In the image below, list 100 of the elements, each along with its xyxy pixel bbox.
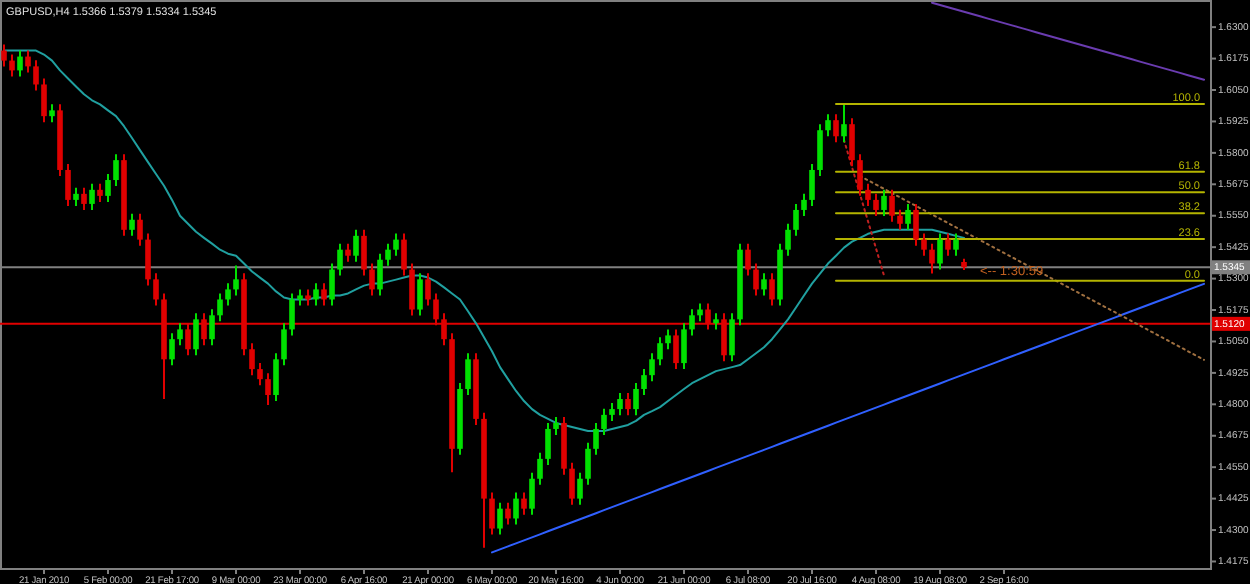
candlestick (17, 49, 23, 78)
candlestick (529, 471, 535, 516)
candlestick (225, 282, 231, 307)
candlestick (825, 113, 831, 138)
candlestick (337, 242, 343, 277)
candlestick (1, 43, 7, 68)
candlestick (489, 491, 495, 536)
candlestick (361, 228, 367, 277)
candlestick (617, 392, 623, 417)
candlestick (465, 352, 471, 397)
candlestick (217, 292, 223, 323)
candlestick (665, 328, 671, 351)
candlestick (745, 242, 751, 277)
candlestick (249, 342, 255, 377)
candlestick (801, 192, 807, 217)
candlestick (81, 186, 87, 211)
candlestick (41, 77, 47, 124)
candlestick (561, 415, 567, 476)
candlestick (153, 272, 159, 307)
candlestick (673, 328, 679, 371)
candlestick (97, 182, 103, 203)
candlestick (657, 336, 663, 367)
candlestick (137, 212, 143, 247)
candlestick (89, 182, 95, 211)
line-series (931, 1, 1205, 81)
candlestick (905, 202, 911, 231)
candlestick (913, 202, 919, 247)
candlestick (953, 232, 959, 257)
candlestick (321, 282, 327, 307)
candlestick (833, 113, 839, 144)
candlestick (553, 415, 559, 436)
candlestick (889, 188, 895, 223)
candlestick (513, 491, 519, 526)
candlestick (593, 421, 599, 456)
candlestick (345, 242, 351, 263)
candlestick (25, 49, 31, 74)
candlestick (641, 368, 647, 397)
candlestick (369, 262, 375, 297)
candlestick (329, 262, 335, 307)
candlestick (849, 117, 855, 168)
line-series (491, 282, 1205, 554)
candlestick (257, 362, 263, 387)
candlestick (73, 186, 79, 207)
candlestick (649, 352, 655, 383)
candlestick (129, 212, 135, 237)
candlestick (881, 188, 887, 217)
candlestick (633, 381, 639, 417)
candlestick (169, 332, 175, 367)
candlestick (865, 182, 871, 207)
candlestick (681, 322, 687, 371)
candlestick (313, 282, 319, 307)
candlestick (545, 421, 551, 466)
candlestick (193, 312, 199, 357)
candlestick (385, 242, 391, 267)
candlestick (841, 104, 847, 144)
candlestick (729, 312, 735, 363)
candlestick (505, 501, 511, 526)
candlestick (945, 232, 951, 257)
line-series (843, 139, 885, 277)
candlestick (585, 441, 591, 486)
candlestick (497, 501, 503, 536)
candlestick (569, 461, 575, 506)
candlestick (105, 172, 111, 203)
candlestick (401, 232, 407, 277)
candlestick (425, 272, 431, 307)
candlestick (209, 308, 215, 347)
candlestick (9, 53, 15, 78)
candlestick (577, 471, 583, 506)
candlestick (353, 228, 359, 263)
candlestick (809, 162, 815, 207)
candlestick (65, 162, 71, 207)
candlestick (897, 208, 903, 231)
candlestick (393, 232, 399, 257)
candlestick (33, 59, 39, 92)
candlestick (145, 232, 151, 287)
candlestick (769, 272, 775, 307)
candlestick (785, 222, 791, 257)
candlestick (417, 272, 423, 317)
candlestick (233, 264, 239, 297)
candlestick (817, 123, 823, 177)
candlestick (625, 392, 631, 417)
candlestick (601, 407, 607, 436)
candlestick (761, 272, 767, 297)
candlestick (281, 322, 287, 367)
candlestick (937, 232, 943, 271)
candlestick (377, 252, 383, 297)
candlestick (793, 202, 799, 237)
candlestick (521, 491, 527, 516)
candlestick (689, 308, 695, 337)
candlestick (177, 322, 183, 347)
candlestick (929, 242, 935, 275)
candlestick (113, 153, 119, 188)
candlestick (873, 192, 879, 217)
candlestick (857, 153, 863, 197)
candlestick (753, 262, 759, 297)
candlestick (273, 352, 279, 403)
candlestick (537, 451, 543, 486)
candlestick (409, 262, 415, 317)
candlestick (289, 292, 295, 337)
candlestick (921, 232, 927, 257)
